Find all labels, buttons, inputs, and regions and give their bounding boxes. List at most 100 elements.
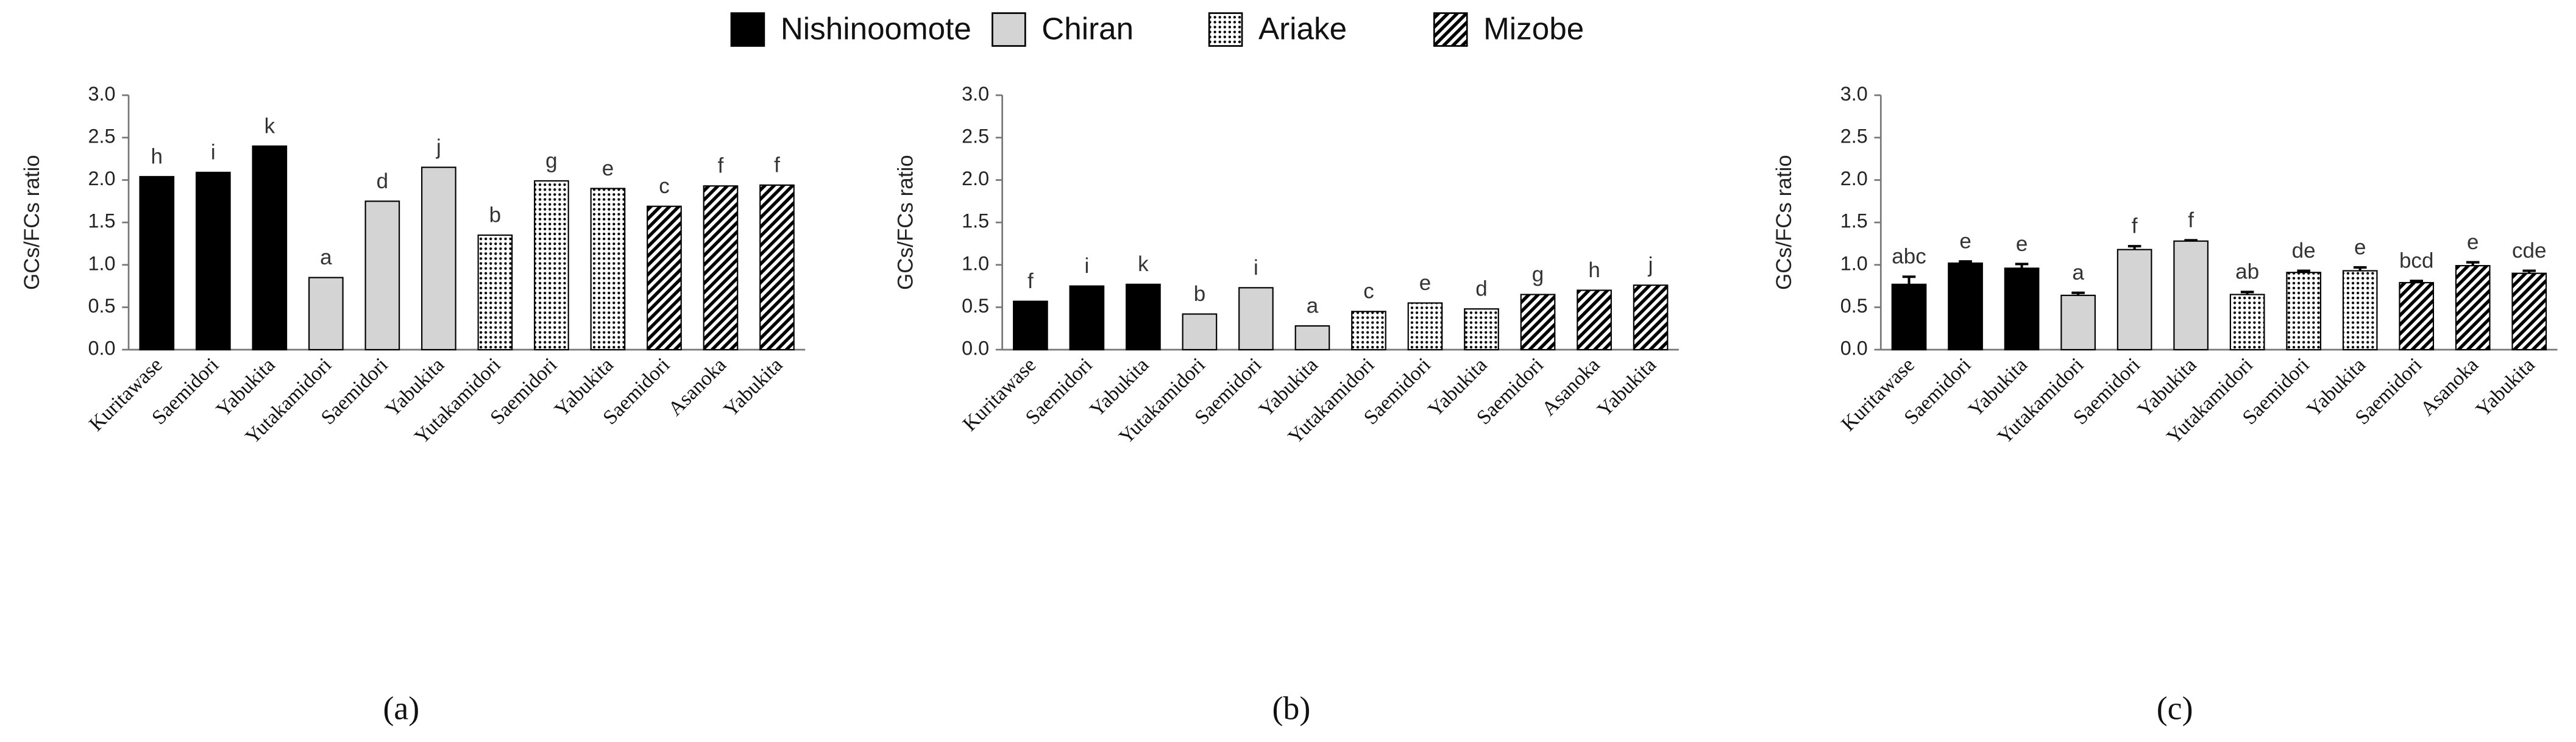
significance-letter: e xyxy=(2467,230,2478,254)
y-tick-label: 0.5 xyxy=(88,295,116,317)
error-bar xyxy=(2297,269,2310,273)
error-bar xyxy=(1902,275,1916,284)
significance-letter: i xyxy=(1085,254,1090,278)
legend-label: Chiran xyxy=(1041,12,1134,46)
y-tick-label: 1.0 xyxy=(88,252,116,274)
significance-letter: de xyxy=(2292,239,2316,263)
bar xyxy=(364,200,400,351)
significance-letter: d xyxy=(1475,277,1487,301)
legend-swatch xyxy=(1208,12,1243,47)
y-tick-label: 1.5 xyxy=(1840,210,1868,232)
x-tick-label: Yabukita xyxy=(1593,353,1661,421)
bar xyxy=(1577,289,1612,351)
significance-letter: b xyxy=(489,203,501,227)
significance-letter: bcd xyxy=(2399,249,2433,273)
y-tick-label: 0.5 xyxy=(962,295,989,317)
bar xyxy=(2511,272,2547,351)
y-tick-label: 1.0 xyxy=(1840,252,1868,274)
legend-swatch xyxy=(1433,12,1468,47)
significance-letter: k xyxy=(264,114,275,138)
error-bar xyxy=(2015,263,2029,269)
significance-letter: cde xyxy=(2512,239,2546,263)
legend-swatch xyxy=(992,12,1026,47)
significance-letter: f xyxy=(1027,269,1034,293)
bar xyxy=(139,175,175,351)
bar xyxy=(1069,285,1105,351)
y-tick-label: 1.5 xyxy=(88,210,116,232)
legend-swatch xyxy=(730,12,765,47)
bar xyxy=(2004,267,2040,351)
significance-letter: b xyxy=(1194,282,1205,306)
bar xyxy=(590,188,626,351)
legend-label: Ariake xyxy=(1258,12,1347,46)
significance-letter: f xyxy=(2188,208,2194,232)
error-bar xyxy=(2240,291,2254,295)
bar xyxy=(1294,325,1330,351)
bar xyxy=(2173,240,2209,351)
error-bar xyxy=(2522,269,2536,274)
bar xyxy=(1126,283,1161,351)
panel-caption: (a) xyxy=(383,690,419,726)
bar xyxy=(2060,294,2096,351)
bar xyxy=(1182,313,1218,351)
x-tick-label: Yabukita xyxy=(719,353,787,421)
significance-letter: ab xyxy=(2235,260,2259,284)
bar xyxy=(2117,249,2152,351)
bar xyxy=(1633,284,1669,351)
y-axis-label: GCs/FCs ratio xyxy=(894,155,918,290)
x-tick-label: Asanoka xyxy=(2416,353,2483,420)
y-tick-label: 0.5 xyxy=(1840,295,1868,317)
error-bar xyxy=(2071,291,2085,295)
y-axis-label: GCs/FCs ratio xyxy=(1772,155,1796,290)
error-bar xyxy=(2466,261,2480,266)
bar xyxy=(534,180,569,351)
y-tick-label: 1.0 xyxy=(962,252,989,274)
significance-letter: j xyxy=(436,135,441,159)
bar xyxy=(1351,311,1386,351)
significance-letter: c xyxy=(659,174,670,198)
bar xyxy=(1464,308,1499,351)
y-axis-label: GCs/FCs ratio xyxy=(20,155,44,290)
y-tick-label: 3.0 xyxy=(88,83,116,105)
error-bar xyxy=(2127,245,2141,250)
y-tick-label: 0.0 xyxy=(88,337,116,359)
error-bar xyxy=(1959,260,1972,263)
y-tick-label: 3.0 xyxy=(1840,83,1868,105)
significance-letter: abc xyxy=(1892,245,1926,269)
error-bar xyxy=(2353,266,2367,271)
bar xyxy=(1013,300,1048,351)
bar xyxy=(1891,283,1927,351)
significance-letter: f xyxy=(2132,214,2138,238)
x-tick-label: Kuritawase xyxy=(85,353,167,436)
y-tick-label: 0.0 xyxy=(1840,337,1868,359)
x-tick-label: Asanoka xyxy=(664,353,731,420)
bar xyxy=(2399,281,2435,351)
significance-letter: i xyxy=(211,140,216,164)
significance-letter: a xyxy=(1307,294,1319,317)
y-tick-label: 1.5 xyxy=(962,210,989,232)
significance-letter: e xyxy=(2016,232,2028,256)
bar xyxy=(195,171,231,351)
bar xyxy=(1407,302,1443,351)
bar xyxy=(2455,265,2491,351)
x-tick-label: Asanoka xyxy=(1538,353,1605,420)
y-tick-label: 2.0 xyxy=(88,168,116,189)
significance-letter: e xyxy=(1419,271,1431,295)
significance-letter: j xyxy=(1648,253,1653,277)
significance-letter: g xyxy=(1532,263,1544,286)
significance-letter: a xyxy=(2072,261,2084,284)
error-bar xyxy=(2184,239,2198,242)
legend-label: Mizobe xyxy=(1483,12,1584,46)
significance-letter: e xyxy=(1959,230,1971,253)
error-bar xyxy=(2410,280,2423,283)
bar xyxy=(759,184,795,351)
significance-letter: a xyxy=(320,246,332,269)
bar xyxy=(252,145,288,351)
panel-caption: (b) xyxy=(1272,690,1310,726)
y-tick-label: 2.5 xyxy=(88,125,116,147)
bar xyxy=(308,277,344,351)
bar xyxy=(647,205,682,351)
legend-label: Nishinoomote xyxy=(781,12,971,46)
